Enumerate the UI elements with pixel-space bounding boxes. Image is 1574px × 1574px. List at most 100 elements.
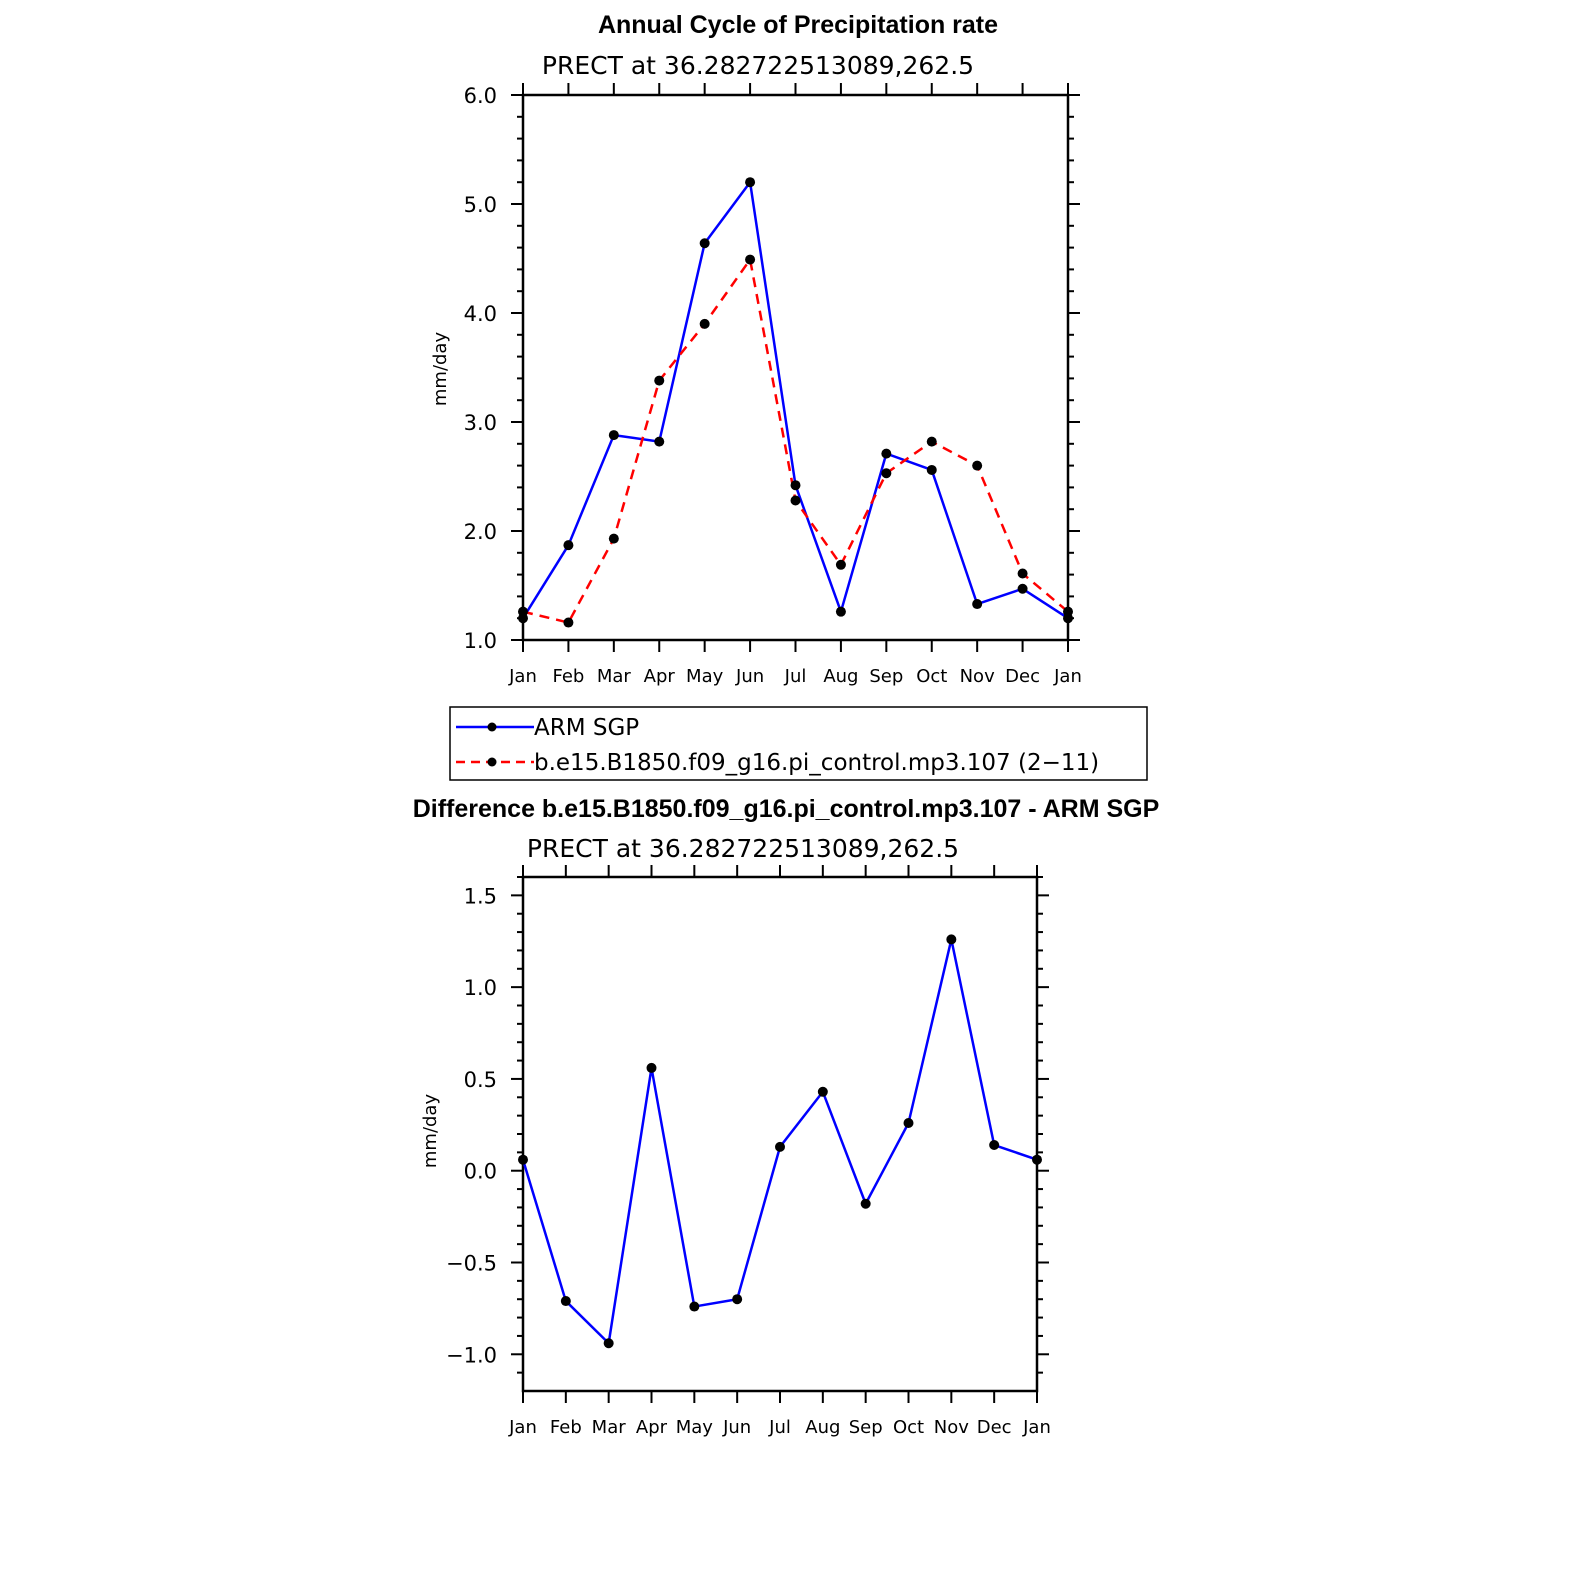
plot-frame: [521, 93, 1070, 642]
y-tick-label: 1.0: [464, 976, 497, 1000]
y-tick-label: −0.5: [446, 1252, 497, 1276]
data-point: [989, 1140, 1000, 1151]
data-point: [835, 559, 846, 570]
legend-marker-model: [487, 757, 497, 767]
x-tick-label: Oct: [893, 1417, 924, 1438]
data-point: [646, 1062, 657, 1073]
x-tick-label: Jul: [784, 666, 807, 687]
x-tick-label: Aug: [823, 666, 858, 687]
annual-cycle-chart: Annual Cycle of Precipitation rate PRECT…: [430, 11, 1082, 687]
x-tick-label: Dec: [977, 1417, 1012, 1438]
data-point: [603, 1338, 614, 1349]
legend-label-arm-sgp: ARM SGP: [534, 715, 639, 741]
x-tick-label: Dec: [1005, 666, 1040, 687]
data-point: [608, 430, 619, 441]
data-point: [563, 540, 574, 551]
data-point: [860, 1198, 871, 1209]
chart-subtitle: PRECT at 36.282722513089,262.5: [527, 834, 959, 863]
data-point: [881, 468, 892, 479]
legend-label-model: b.e15.B1850.f09_g16.pi_control.mp3.107 (…: [534, 750, 1099, 776]
data-point: [654, 436, 665, 447]
y-tick-label: 0.0: [464, 1160, 497, 1184]
x-tick-label: Jan: [1022, 1417, 1051, 1438]
x-tick-label: Apr: [644, 666, 676, 687]
series-layer: [518, 934, 1042, 1349]
x-tick-label: Jan: [508, 666, 537, 687]
y-axis-label: mm/day: [420, 1094, 441, 1169]
data-point: [972, 599, 983, 610]
data-point: [946, 934, 957, 945]
data-point: [560, 1296, 571, 1307]
data-point: [654, 375, 665, 386]
data-point: [518, 606, 528, 617]
x-tick-label: Jul: [768, 1417, 791, 1438]
chart-title: Difference b.e15.B1850.f09_g16.pi_contro…: [413, 795, 1160, 823]
y-tick-label: 2.0: [464, 520, 497, 544]
data-point: [790, 495, 801, 506]
data-point: [745, 177, 756, 188]
x-tick-labels: Jan Feb Mar Apr May Jun Jul Aug Sep Oct Nov Dec Jan: [508, 666, 1082, 687]
data-point: [972, 460, 983, 471]
axis-ticks: [511, 865, 1049, 1403]
chart-subtitle: PRECT at 36.282722513089,262.5: [542, 51, 974, 80]
x-tick-label: Aug: [805, 1417, 840, 1438]
x-tick-label: Jan: [508, 1417, 537, 1438]
y-tick-label: 6.0: [464, 84, 497, 108]
x-tick-label: Sep: [869, 666, 903, 687]
y-tick-label: 3.0: [464, 411, 497, 435]
data-point: [745, 254, 756, 265]
x-tick-label: Feb: [550, 1417, 582, 1438]
y-tick-label: 5.0: [464, 193, 497, 217]
x-tick-label: Feb: [552, 666, 584, 687]
data-point: [699, 238, 710, 249]
y-tick-labels: −1.0 −0.5 0.0 0.5 1.0 1.5: [446, 884, 497, 1367]
data-point: [1017, 568, 1028, 579]
x-tick-labels: Jan Feb Mar Apr May Jun Jul Aug Sep Oct Nov Dec Jan: [508, 1417, 1051, 1438]
series-line: [522, 258, 1069, 624]
y-tick-label: 0.5: [464, 1068, 497, 1092]
data-point: [1017, 583, 1028, 594]
data-point: [608, 533, 619, 544]
difference-chart: Difference b.e15.B1850.f09_g16.pi_contro…: [413, 795, 1160, 1438]
chart-title: Annual Cycle of Precipitation rate: [598, 11, 998, 39]
plot-frame: [521, 875, 1039, 1393]
data-point: [817, 1086, 828, 1097]
data-point: [926, 464, 937, 475]
x-tick-label: Oct: [916, 666, 947, 687]
data-point: [775, 1141, 785, 1152]
x-tick-label: May: [686, 666, 724, 687]
y-tick-label: 4.0: [464, 302, 497, 326]
data-point: [926, 436, 937, 447]
legend-box: [449, 706, 1148, 781]
x-tick-label: Mar: [592, 1417, 627, 1438]
y-tick-labels: 1.0 2.0 3.0 4.0 5.0 6.0: [464, 84, 497, 653]
series-line: [521, 938, 1038, 1345]
data-point: [518, 1154, 528, 1165]
data-point: [790, 480, 801, 491]
x-tick-label: Jan: [1053, 666, 1082, 687]
data-point: [732, 1294, 743, 1305]
data-point: [881, 448, 892, 459]
y-tick-label: 1.0: [464, 629, 497, 653]
x-tick-label: Apr: [636, 1417, 668, 1438]
x-tick-label: Nov: [960, 666, 995, 687]
x-tick-label: Sep: [849, 1417, 883, 1438]
data-point: [689, 1301, 700, 1312]
data-point: [835, 606, 846, 617]
data-point: [699, 318, 710, 329]
legend: ARM SGP b.e15.B1850.f09_g16.pi_control.m…: [449, 706, 1148, 781]
x-tick-label: May: [676, 1417, 714, 1438]
x-tick-label: Jun: [735, 666, 764, 687]
data-point: [563, 617, 574, 628]
x-tick-label: Nov: [934, 1417, 969, 1438]
data-point: [903, 1117, 914, 1128]
x-tick-label: Jun: [722, 1417, 751, 1438]
y-tick-label: 1.5: [464, 884, 497, 908]
y-tick-label: −1.0: [446, 1343, 497, 1367]
data-point: [1063, 606, 1073, 617]
axis-ticks: [511, 83, 1080, 652]
series-layer: [518, 177, 1073, 628]
data-point: [1032, 1154, 1042, 1165]
y-axis-label: mm/day: [430, 332, 451, 407]
